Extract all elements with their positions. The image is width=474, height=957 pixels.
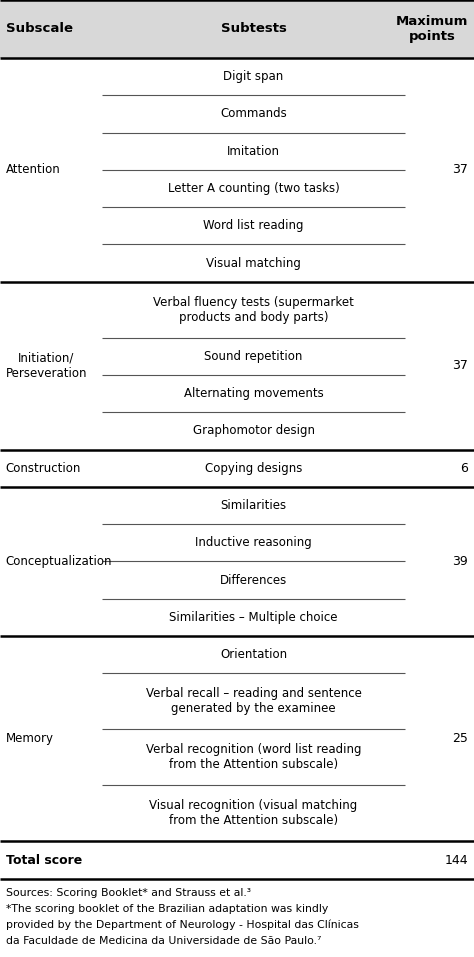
Text: da Faculdade de Medicina da Universidade de São Paulo.⁷: da Faculdade de Medicina da Universidade… xyxy=(6,936,321,946)
Text: Graphomotor design: Graphomotor design xyxy=(192,424,315,437)
Text: *The scoring booklet of the Brazilian adaptation was kindly: *The scoring booklet of the Brazilian ad… xyxy=(6,904,328,914)
Text: Conceptualization: Conceptualization xyxy=(6,555,112,568)
Text: Differences: Differences xyxy=(220,573,287,587)
Text: Copying designs: Copying designs xyxy=(205,461,302,475)
Text: Commands: Commands xyxy=(220,107,287,121)
Text: Verbal recall – reading and sentence
generated by the examinee: Verbal recall – reading and sentence gen… xyxy=(146,687,362,715)
Text: Similarities: Similarities xyxy=(220,499,287,512)
Text: Similarities – Multiple choice: Similarities – Multiple choice xyxy=(169,611,338,624)
Text: provided by the Department of Neurology - Hospital das Clínicas: provided by the Department of Neurology … xyxy=(6,920,358,930)
Text: Subtests: Subtests xyxy=(221,23,286,35)
Text: Initiation/
Perseveration: Initiation/ Perseveration xyxy=(6,351,87,380)
Text: Imitation: Imitation xyxy=(227,145,280,158)
Text: 144: 144 xyxy=(445,854,468,866)
Text: Inductive reasoning: Inductive reasoning xyxy=(195,536,312,549)
Text: Letter A counting (two tasks): Letter A counting (two tasks) xyxy=(168,182,339,195)
Text: 39: 39 xyxy=(453,555,468,568)
Text: Sound repetition: Sound repetition xyxy=(204,350,303,363)
Text: Total score: Total score xyxy=(6,854,82,866)
Text: Attention: Attention xyxy=(6,164,61,176)
Text: 37: 37 xyxy=(453,359,468,372)
Text: Subscale: Subscale xyxy=(6,23,73,35)
Text: Visual recognition (visual matching
from the Attention subscale): Visual recognition (visual matching from… xyxy=(149,799,358,827)
Text: Visual matching: Visual matching xyxy=(206,256,301,270)
Text: Construction: Construction xyxy=(6,461,81,475)
Text: 37: 37 xyxy=(453,164,468,176)
Text: Verbal fluency tests (supermarket
products and body parts): Verbal fluency tests (supermarket produc… xyxy=(153,296,354,323)
Text: Orientation: Orientation xyxy=(220,648,287,661)
Text: Digit span: Digit span xyxy=(223,70,284,83)
Text: Verbal recognition (word list reading
from the Attention subscale): Verbal recognition (word list reading fr… xyxy=(146,743,361,771)
Text: Memory: Memory xyxy=(6,732,54,745)
Text: Maximum
points: Maximum points xyxy=(396,15,468,43)
Text: 25: 25 xyxy=(453,732,468,745)
Text: Word list reading: Word list reading xyxy=(203,219,304,233)
Bar xyxy=(0,0,474,58)
Text: Sources: Scoring Booklet* and Strauss et al.³: Sources: Scoring Booklet* and Strauss et… xyxy=(6,888,251,898)
Text: Alternating movements: Alternating movements xyxy=(184,387,323,400)
Text: 6: 6 xyxy=(460,461,468,475)
